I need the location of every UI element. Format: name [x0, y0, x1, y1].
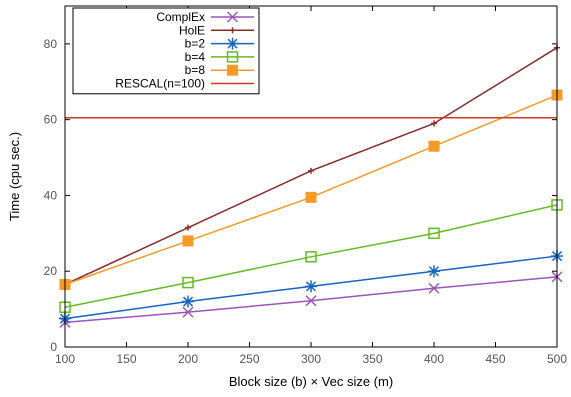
- y-tick-label: 80: [44, 37, 58, 51]
- x-tick-label: 300: [301, 352, 321, 366]
- x-tick-label: 500: [547, 352, 567, 366]
- legend-label: b=2: [185, 37, 206, 51]
- data-point: [428, 140, 440, 152]
- data-point: [428, 227, 440, 240]
- x-tick-label: 400: [424, 352, 444, 366]
- marker-shape: [428, 140, 440, 152]
- data-point: [308, 167, 314, 174]
- marker-stroke: [182, 306, 194, 318]
- x-axis-label: Block size (b) × Vec size (m): [229, 374, 393, 389]
- y-tick-label: 0: [50, 340, 57, 354]
- legend-swatch-marker: [229, 27, 236, 34]
- x-tick-label: 100: [55, 352, 75, 366]
- data-point: [182, 295, 194, 308]
- legend-entry: ComplEx: [156, 10, 254, 24]
- data-point: [185, 224, 191, 231]
- data-point: [182, 276, 194, 289]
- legend-entry: b=2: [185, 37, 254, 51]
- legend-swatch-marker: [226, 37, 239, 50]
- series-line: [64, 204, 558, 308]
- y-tick-label: 20: [44, 264, 58, 278]
- y-axis-label: Time (cpu sec.): [7, 132, 22, 221]
- marker-stroke: [226, 11, 239, 23]
- data-point: [182, 235, 194, 247]
- x-tick-label: 250: [239, 352, 259, 366]
- legend-label: RESCAL(n=100): [115, 77, 205, 91]
- y-tick-label: 40: [44, 188, 58, 202]
- marker-shape: [428, 227, 440, 240]
- marker-shape: [182, 235, 194, 247]
- legend-label: ComplEx: [156, 10, 205, 24]
- x-tick-label: 200: [178, 352, 198, 366]
- legend-swatch-marker: [227, 64, 238, 76]
- data-point: [305, 295, 317, 307]
- legend-entry: b=4: [185, 50, 254, 64]
- x-tick-label: 350: [362, 352, 382, 366]
- legend-label: b=8: [185, 63, 206, 77]
- legend-entry: RESCAL(n=100): [115, 77, 254, 91]
- y-tick-label: 60: [44, 113, 58, 127]
- marker-stroke: [305, 281, 317, 292]
- series-b-4: [59, 199, 563, 313]
- legend-swatch-marker: [226, 51, 239, 63]
- marker-stroke: [182, 296, 194, 307]
- legend-label: HolE: [179, 23, 205, 37]
- data-point: [428, 282, 440, 294]
- marker-shape: [227, 64, 238, 76]
- ticks-layer: 100 150 200 250 300 350 400 450 500 0 20 40 60 80: [44, 6, 567, 366]
- series-complex: [59, 271, 563, 328]
- x-tick-label: 450: [485, 352, 505, 366]
- series-b-8: [59, 89, 563, 290]
- data-point: [305, 251, 317, 263]
- data-point: [305, 280, 317, 293]
- marker-stroke: [227, 38, 238, 49]
- marker-stroke: [428, 266, 440, 277]
- marker-shape: [182, 276, 194, 289]
- data-point: [428, 265, 440, 278]
- data-point: [431, 120, 437, 127]
- marker-shape: [226, 51, 239, 63]
- marker-shape: [305, 251, 317, 263]
- marker-shape: [305, 191, 317, 203]
- data-point: [182, 306, 194, 318]
- legend-swatch-marker: [226, 11, 239, 23]
- legend-entry: b=8: [185, 63, 254, 77]
- x-tick-label: 150: [116, 352, 136, 366]
- legend-entry: HolE: [179, 23, 254, 37]
- marker-stroke: [428, 282, 440, 294]
- legend-label: b=4: [185, 50, 206, 64]
- data-point: [305, 191, 317, 203]
- marker-stroke: [305, 295, 317, 307]
